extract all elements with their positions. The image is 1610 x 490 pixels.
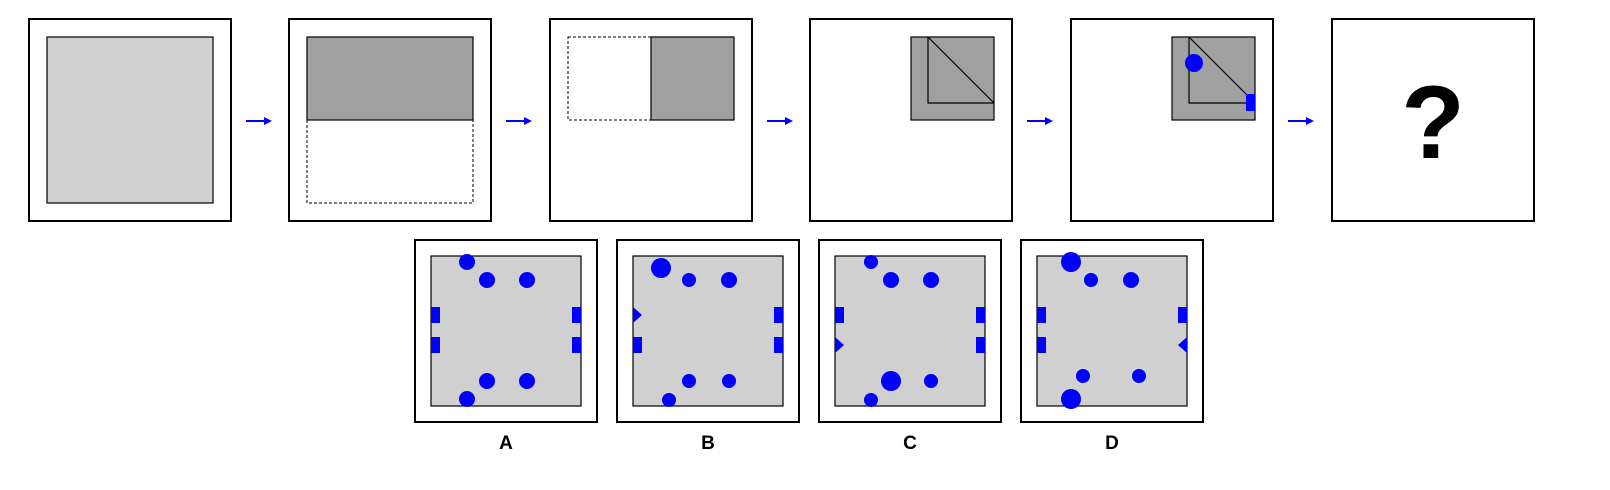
circle-hole-icon xyxy=(1123,272,1139,288)
panel-frame xyxy=(1331,18,1535,222)
square-notch-icon xyxy=(1037,307,1046,323)
circle-hole-icon xyxy=(1185,54,1203,72)
step-5-panel xyxy=(1070,18,1274,222)
triangle-edge xyxy=(927,37,994,104)
fold-outline xyxy=(928,36,995,103)
square-notch-icon xyxy=(774,337,783,353)
circle-hole-icon xyxy=(923,272,939,288)
folded-paper xyxy=(650,36,735,121)
arrow-right-icon xyxy=(1288,117,1314,125)
fold-outline xyxy=(306,119,474,204)
circle-hole-icon xyxy=(722,374,736,388)
paper-square xyxy=(430,255,582,407)
paper-square xyxy=(1036,255,1188,407)
circle-hole-icon xyxy=(682,273,696,287)
circle-hole-icon xyxy=(519,272,535,288)
folded-paper xyxy=(1171,36,1256,121)
square-notch-icon xyxy=(976,337,985,353)
arrow-right-icon xyxy=(506,117,532,125)
square-notch-icon xyxy=(976,307,985,323)
circle-hole-icon xyxy=(1061,252,1081,272)
circle-hole-icon xyxy=(864,393,878,407)
option-label: B xyxy=(701,433,715,454)
circle-hole-icon xyxy=(883,272,899,288)
option-label: D xyxy=(1105,433,1119,454)
circle-hole-icon xyxy=(721,272,737,288)
option-b[interactable]: B xyxy=(616,239,800,454)
step-4-panel xyxy=(809,18,1013,222)
circle-hole-icon xyxy=(651,258,671,278)
triangle-notch-icon xyxy=(633,307,642,323)
circle-hole-icon xyxy=(1076,369,1090,383)
circle-hole-icon xyxy=(1061,389,1081,409)
square-notch-icon xyxy=(431,337,440,353)
circle-hole-icon xyxy=(881,371,901,391)
triangle-notch-icon xyxy=(835,337,844,353)
option-label: A xyxy=(499,433,513,454)
square-notch-icon xyxy=(774,307,783,323)
circle-hole-icon xyxy=(479,373,495,389)
option-a[interactable]: A xyxy=(414,239,598,454)
circle-hole-icon xyxy=(1132,369,1146,383)
diagonal-fold-line xyxy=(1188,36,1256,104)
holes xyxy=(1037,252,1187,409)
triangle-notch-icon xyxy=(1178,337,1187,353)
arrow-right-icon xyxy=(1027,117,1053,125)
question-mark: ? xyxy=(1401,65,1465,181)
option-d[interactable]: D xyxy=(1020,239,1204,454)
circle-hole-icon xyxy=(519,373,535,389)
circle-hole-icon xyxy=(479,272,495,288)
paper-square xyxy=(834,255,986,407)
circle-hole-icon xyxy=(662,393,676,407)
arrow-right-icon xyxy=(767,117,793,125)
paper-square xyxy=(46,36,214,204)
square-notch-icon xyxy=(1178,307,1187,323)
circle-hole-icon xyxy=(1084,273,1098,287)
fold-outline xyxy=(567,36,652,121)
fold-outline xyxy=(1189,36,1256,103)
square-notch-icon xyxy=(572,337,581,353)
square-notch-icon xyxy=(431,307,440,323)
step-6-panel: ? xyxy=(1331,18,1535,222)
square-notch-icon xyxy=(1037,337,1046,353)
circle-hole-icon xyxy=(682,374,696,388)
holes xyxy=(835,255,985,407)
square-notch-icon xyxy=(633,337,642,353)
folded-paper xyxy=(306,36,474,121)
step-2-panel xyxy=(288,18,492,222)
holes xyxy=(633,258,783,407)
arrow-right-icon xyxy=(246,117,272,125)
option-label: C xyxy=(903,433,917,454)
step-3-panel xyxy=(549,18,753,222)
option-c[interactable]: C xyxy=(818,239,1002,454)
circle-hole-icon xyxy=(459,391,475,407)
paper-square xyxy=(632,255,784,407)
circle-hole-icon xyxy=(459,254,475,270)
square-notch-icon xyxy=(835,307,844,323)
folded-paper xyxy=(910,36,995,121)
step-1-panel xyxy=(28,18,232,222)
holes xyxy=(431,254,581,407)
arrows xyxy=(246,117,1314,125)
diagonal-fold-line xyxy=(927,36,995,104)
square-notch-icon xyxy=(1246,94,1255,111)
circle-hole-icon xyxy=(924,374,938,388)
square-notch-icon xyxy=(572,307,581,323)
circle-hole-icon xyxy=(864,255,878,269)
